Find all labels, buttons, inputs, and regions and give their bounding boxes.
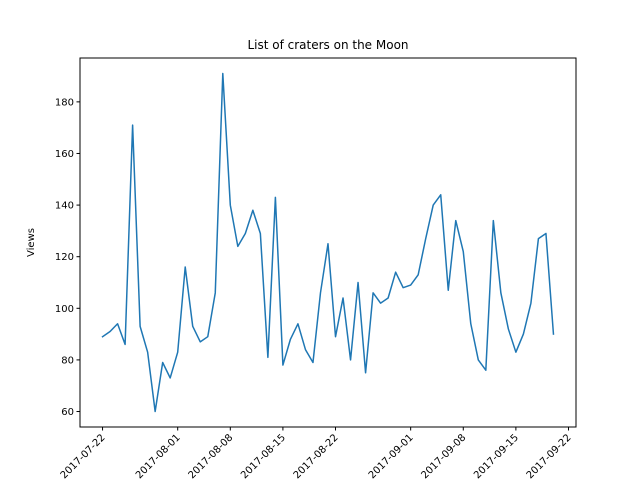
data-point bbox=[132, 124, 134, 126]
data-point bbox=[417, 274, 419, 276]
y-tick-label: 80 bbox=[61, 355, 74, 366]
data-point bbox=[282, 364, 284, 366]
data-point bbox=[463, 251, 465, 253]
data-point bbox=[305, 349, 307, 351]
data-point bbox=[320, 292, 322, 294]
data-point bbox=[275, 197, 277, 199]
data-point bbox=[470, 323, 472, 325]
data-point bbox=[440, 194, 442, 196]
data-point bbox=[177, 351, 179, 353]
data-point bbox=[215, 292, 217, 294]
y-tick-label: 180 bbox=[55, 97, 74, 108]
data-point bbox=[380, 302, 382, 304]
data-point bbox=[485, 369, 487, 371]
data-point bbox=[237, 246, 239, 248]
y-tick-label: 60 bbox=[61, 407, 74, 418]
y-tick-label: 100 bbox=[55, 304, 74, 315]
data-point bbox=[117, 323, 119, 325]
y-tick-label: 160 bbox=[55, 149, 74, 160]
data-point bbox=[402, 287, 404, 289]
data-point bbox=[290, 339, 292, 341]
data-point bbox=[455, 220, 457, 222]
data-point bbox=[523, 333, 525, 335]
data-point bbox=[432, 204, 434, 206]
data-point bbox=[447, 289, 449, 291]
plot-area bbox=[101, 72, 555, 413]
data-point bbox=[184, 266, 186, 268]
data-point bbox=[342, 297, 344, 299]
data-point bbox=[199, 341, 201, 343]
y-tick-label: 140 bbox=[55, 201, 74, 212]
data-point bbox=[327, 243, 329, 245]
data-point bbox=[530, 302, 532, 304]
data-point bbox=[545, 233, 547, 235]
data-point bbox=[124, 344, 126, 346]
data-point bbox=[478, 359, 480, 361]
data-point bbox=[252, 209, 254, 211]
data-point bbox=[372, 292, 374, 294]
data-point bbox=[147, 351, 149, 353]
data-point bbox=[493, 220, 495, 222]
data-point bbox=[387, 297, 389, 299]
data-point bbox=[357, 282, 359, 284]
data-point bbox=[109, 331, 111, 333]
data-point bbox=[192, 326, 194, 328]
data-point bbox=[102, 336, 104, 338]
data-point bbox=[365, 372, 367, 374]
data-point bbox=[500, 292, 502, 294]
data-point bbox=[425, 238, 427, 240]
data-point bbox=[395, 271, 397, 273]
data-point bbox=[297, 323, 299, 325]
data-point bbox=[245, 233, 247, 235]
data-point bbox=[222, 73, 224, 75]
data-point bbox=[312, 362, 314, 364]
data-point bbox=[169, 377, 171, 379]
data-point bbox=[515, 351, 517, 353]
data-point bbox=[410, 284, 412, 286]
data-point bbox=[538, 238, 540, 240]
y-tick-label: 120 bbox=[55, 252, 74, 263]
y-axis: 60 80 100 120 140 160 180 bbox=[55, 97, 80, 418]
data-point bbox=[230, 204, 232, 206]
data-point bbox=[350, 359, 352, 361]
data-point bbox=[207, 336, 209, 338]
data-point bbox=[553, 333, 555, 335]
data-point bbox=[154, 411, 156, 413]
data-point bbox=[260, 233, 262, 235]
data-point bbox=[335, 336, 337, 338]
series-line-0 bbox=[101, 72, 555, 413]
axes-frame bbox=[79, 57, 577, 428]
data-point bbox=[162, 362, 164, 364]
chart-title: List of craters on the Moon bbox=[247, 38, 408, 52]
data-point bbox=[508, 328, 510, 330]
y-axis-label: Views bbox=[26, 228, 37, 257]
data-point bbox=[139, 326, 141, 328]
data-point bbox=[267, 357, 269, 359]
